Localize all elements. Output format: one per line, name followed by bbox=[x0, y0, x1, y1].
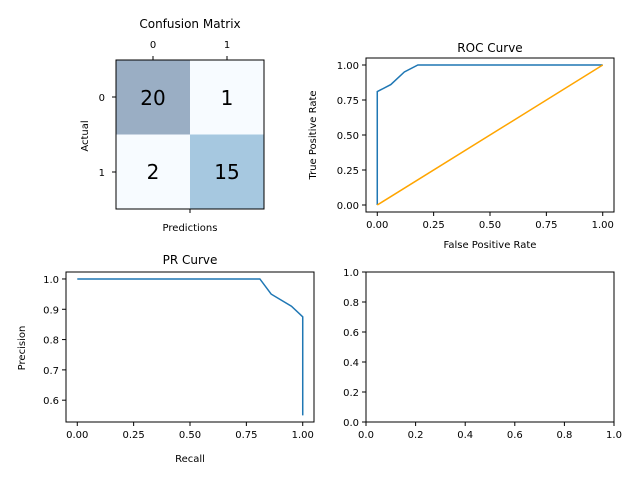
pr-title: PR Curve bbox=[163, 253, 218, 267]
empty-xtick-label: 0.2 bbox=[408, 430, 424, 441]
empty-xtick-label: 0.8 bbox=[556, 430, 572, 441]
pr-ytick-label: 1.0 bbox=[43, 275, 59, 286]
roc-xtick-label: 0.00 bbox=[366, 220, 388, 231]
empty-xtick-label: 0.6 bbox=[507, 430, 523, 441]
confusion-matrix-panel: Confusion Matrix 0 1 0 1 Predictions Act… bbox=[80, 17, 265, 234]
pr-xtick-label: 1.00 bbox=[292, 430, 314, 441]
roc-ytick-label: 0.25 bbox=[337, 166, 359, 177]
cm-cell bbox=[116, 60, 190, 135]
pr-panel: 0.00 0.25 0.50 0.75 1.00 0.6 0.7 0.8 0.9 1.0 PR C… bbox=[17, 253, 315, 465]
roc-xtick-label: 0.25 bbox=[423, 220, 445, 231]
empty-ytick-label: 0.4 bbox=[343, 358, 359, 369]
cm-cell bbox=[116, 134, 190, 209]
cm-title: Confusion Matrix bbox=[139, 17, 240, 31]
pr-xtick-label: 0.25 bbox=[123, 430, 145, 441]
empty-ytick-label: 0.8 bbox=[343, 298, 359, 309]
roc-ytick-label: 0.75 bbox=[337, 96, 359, 107]
empty-ytick-label: 0.6 bbox=[343, 328, 359, 339]
pr-ytick-label: 0.8 bbox=[43, 336, 59, 347]
cm-cell-label: 1 bbox=[221, 86, 234, 110]
cm-cell bbox=[190, 60, 264, 135]
cm-ytick-label: 0 bbox=[99, 93, 105, 104]
empty-frame bbox=[365, 271, 615, 423]
pr-ytick-label: 0.7 bbox=[43, 366, 59, 377]
cm-xtick-label: 0 bbox=[150, 40, 156, 51]
cm-cell-label: 2 bbox=[147, 160, 160, 184]
roc-ylabel: True Positive Rate bbox=[308, 90, 319, 180]
roc-xtick-label: 0.75 bbox=[535, 220, 557, 231]
empty-ytick-label: 1.0 bbox=[343, 268, 359, 279]
roc-xtick-label: 0.50 bbox=[479, 220, 501, 231]
pr-frame bbox=[65, 271, 315, 423]
roc-curve-line bbox=[376, 64, 603, 205]
roc-panel: 0.00 0.25 0.50 0.75 1.00 0.00 0.25 0.50 0.75 1.00… bbox=[308, 41, 615, 251]
cm-cell bbox=[190, 134, 264, 209]
pr-xlabel: Recall bbox=[175, 454, 205, 465]
roc-title: ROC Curve bbox=[457, 41, 522, 55]
cm-cell-label: 20 bbox=[140, 86, 165, 110]
empty-panel: 0.0 0.2 0.4 0.6 0.8 1.0 0.0 0.2 0.4 0.6 0.8 1.0 bbox=[343, 268, 622, 441]
pr-ytick-label: 0.9 bbox=[43, 305, 59, 316]
roc-ytick-label: 0.00 bbox=[337, 201, 359, 212]
pr-xtick-label: 0.00 bbox=[66, 430, 88, 441]
cm-ytick-label: 1 bbox=[99, 168, 105, 179]
cm-ylabel: Actual bbox=[80, 120, 91, 151]
pr-curve-line bbox=[77, 278, 304, 416]
roc-diagonal-line bbox=[376, 64, 604, 206]
empty-ytick-label: 0.2 bbox=[343, 388, 359, 399]
empty-ytick-label: 0.0 bbox=[343, 418, 359, 429]
empty-xtick-label: 0.0 bbox=[358, 430, 374, 441]
roc-xtick-label: 1.00 bbox=[592, 220, 614, 231]
cm-cell-label: 15 bbox=[214, 160, 239, 184]
pr-ylabel: Precision bbox=[17, 326, 28, 371]
pr-ytick-label: 0.6 bbox=[43, 396, 59, 407]
pr-xtick-label: 0.50 bbox=[179, 430, 201, 441]
pr-xtick-label: 0.75 bbox=[235, 430, 257, 441]
empty-xtick-label: 1.0 bbox=[606, 430, 622, 441]
empty-xtick-label: 0.4 bbox=[457, 430, 473, 441]
cm-xlabel: Predictions bbox=[163, 223, 218, 234]
roc-ytick-label: 1.00 bbox=[337, 61, 359, 72]
roc-xlabel: False Positive Rate bbox=[444, 240, 537, 251]
roc-ytick-label: 0.50 bbox=[337, 131, 359, 142]
cm-xtick-label: 1 bbox=[224, 40, 230, 51]
